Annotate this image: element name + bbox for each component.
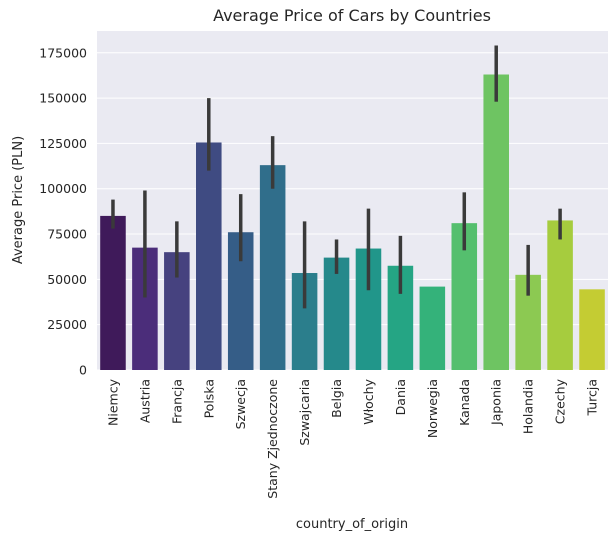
x-tick-label: Japonia	[489, 379, 504, 426]
y-tick-label: 175000	[39, 45, 87, 60]
bar	[419, 286, 446, 370]
bar	[323, 257, 350, 370]
y-tick-label: 75000	[47, 227, 87, 242]
error-bars-group	[111, 45, 562, 309]
x-tick-label: Czechy	[553, 378, 568, 424]
y-tick-label: 50000	[47, 272, 87, 287]
y-tick-label: 125000	[39, 136, 87, 151]
chart-title: Average Price of Cars by Countries	[213, 6, 491, 25]
x-tick-label: Szwajcaria	[297, 379, 312, 446]
x-tick-label: Francja	[169, 379, 184, 424]
bar	[196, 142, 222, 370]
bar	[483, 74, 509, 370]
x-tick-label: Dania	[393, 379, 408, 415]
x-tick-label: Belgia	[329, 379, 344, 418]
x-tick-label: Turcja	[585, 379, 600, 417]
y-tick-label: 0	[79, 363, 87, 378]
x-tick-label: Stany Zjednoczone	[265, 379, 280, 499]
bar	[259, 165, 286, 370]
x-tick-label: Kanada	[457, 379, 472, 426]
bars-group	[100, 74, 605, 370]
y-axis-label: Average Price (PLN)	[11, 136, 26, 264]
bar	[579, 289, 605, 370]
x-tick-label: Szwecja	[233, 379, 248, 429]
y-tick-label: 25000	[47, 317, 87, 332]
x-tick-labels: Niemcy Austria Francja Polska Szwecja Stany Z…	[105, 378, 599, 498]
x-tick-label: Niemcy	[105, 378, 120, 426]
x-axis-label: country_of_origin	[296, 517, 408, 532]
x-tick-label: Polska	[201, 379, 216, 418]
x-tick-label: Norwegia	[425, 379, 440, 438]
bar	[100, 215, 126, 370]
x-tick-label: Włochy	[361, 378, 376, 424]
y-tick-label: 100000	[39, 181, 87, 196]
x-tick-label: Holandia	[521, 379, 536, 434]
y-tick-labels: 0 25000 50000 75000 100000 125000 150000 175000	[39, 45, 87, 377]
x-tick-label: Austria	[137, 379, 152, 423]
y-tick-label: 150000	[39, 91, 87, 106]
bar	[547, 220, 573, 370]
